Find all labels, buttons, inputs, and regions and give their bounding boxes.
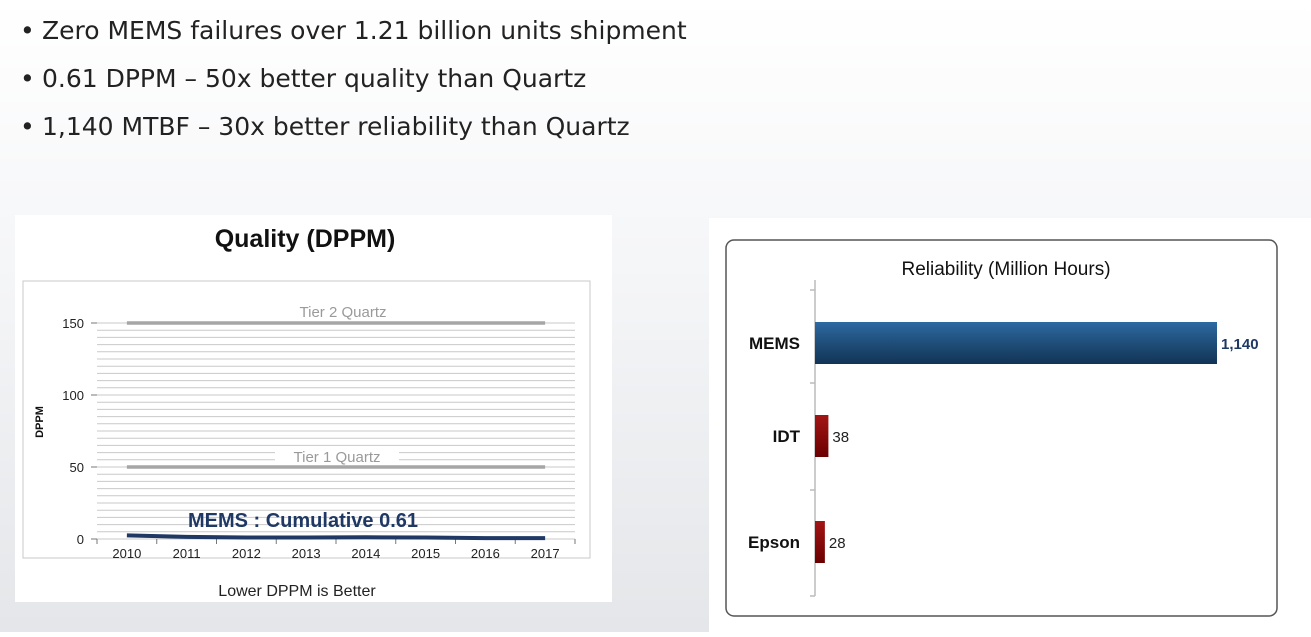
y-tick-label: 50 xyxy=(70,460,84,475)
series-label: Tier 1 Quartz xyxy=(294,449,381,466)
bullet-dot: • xyxy=(20,112,35,141)
x-axis-label: Lower DPPM is Better xyxy=(218,583,376,600)
x-tick-label: 2013 xyxy=(292,546,321,561)
mems-line xyxy=(126,533,546,541)
series-label-bg xyxy=(281,303,405,319)
y-axis-label: DPPM xyxy=(34,406,46,438)
quality-chart-title: Quality (DPPM) xyxy=(215,225,396,253)
data-label: 28 xyxy=(829,535,846,552)
x-tick-label: 2014 xyxy=(351,546,380,561)
bullet-dot: • xyxy=(20,64,35,93)
x-tick-label: 2010 xyxy=(112,546,141,561)
series-lines: Tier 2 Quartz Tier 1 Quartz MEMS : Cumulat… xyxy=(126,303,546,541)
quality-chart-panel: Quality (DPPM) 0 50 100 150 2010 2011 2012 201… xyxy=(15,215,612,602)
category-label: IDT xyxy=(773,427,801,446)
gridlines xyxy=(97,322,575,540)
data-label: 38 xyxy=(832,429,849,446)
series-label-bg xyxy=(275,448,399,464)
x-axis-ticks: 2010 2011 2012 2013 2014 2015 2016 2017 xyxy=(96,539,576,561)
x-tick-label: 2012 xyxy=(232,546,261,561)
bullet-list: • Zero MEMS failures over 1.21 billion un… xyxy=(20,8,687,152)
bars: MEMS 1,140 IDT 38 Epson 28 xyxy=(748,322,1259,563)
y-tick-label: 0 xyxy=(77,532,84,547)
x-tick-label: 2011 xyxy=(173,546,201,561)
bullet-text: Zero MEMS failures over 1.21 billion uni… xyxy=(42,16,687,45)
bullet-item: • 0.61 DPPM – 50x better quality than Qua… xyxy=(20,56,687,104)
bullet-dot: • xyxy=(20,16,35,45)
x-tick-label: 2016 xyxy=(471,546,500,561)
category-label: MEMS xyxy=(749,334,800,353)
plot-area-border xyxy=(22,280,591,559)
bar-idt xyxy=(815,415,829,457)
y-tick-label: 100 xyxy=(62,388,84,403)
y-axis-ticks: 0 50 100 150 xyxy=(62,316,97,547)
bar-mems xyxy=(815,322,1217,364)
bullet-item: • Zero MEMS failures over 1.21 billion un… xyxy=(20,8,687,56)
chart-frame xyxy=(725,239,1278,617)
x-tick-label: 2015 xyxy=(411,546,440,561)
data-label: 1,140 xyxy=(1221,336,1259,353)
bullet-text: 1,140 MTBF – 30x better reliability than… xyxy=(42,112,630,141)
series-label: Tier 2 Quartz xyxy=(300,304,387,321)
y-tick-label: 150 xyxy=(62,316,84,331)
reliability-chart-panel: Reliability (Million Hours) MEMS 1,140 IDT… xyxy=(709,218,1311,632)
reliability-chart: Reliability (Million Hours) MEMS 1,140 IDT… xyxy=(725,239,1278,617)
x-tick-label: 2017 xyxy=(531,546,560,561)
series-label: MEMS : Cumulative 0.61 xyxy=(188,510,418,532)
category-label: Epson xyxy=(748,533,800,552)
bar-epson xyxy=(815,521,825,563)
bullet-item: • 1,140 MTBF – 30x better reliability tha… xyxy=(20,104,687,152)
bullet-text: 0.61 DPPM – 50x better quality than Quar… xyxy=(42,64,587,93)
reliability-chart-title: Reliability (Million Hours) xyxy=(901,259,1110,280)
